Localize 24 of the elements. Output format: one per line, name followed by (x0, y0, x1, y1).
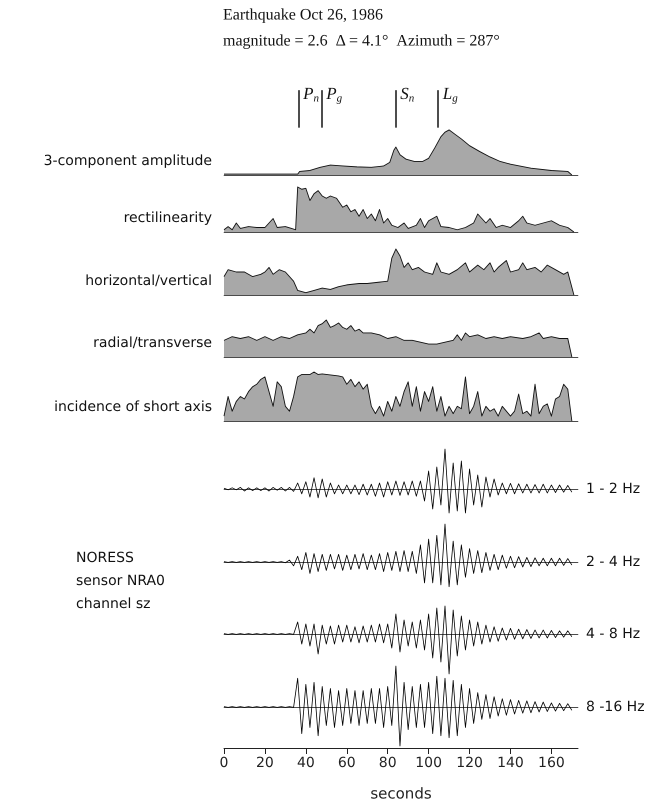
x-tick-label: 40 (296, 755, 315, 771)
x-tick-label: 20 (256, 755, 274, 771)
y-axis-title: rectilinearity (124, 210, 212, 226)
text: channel sz (76, 595, 152, 614)
x-tick-label: 140 (497, 755, 524, 771)
text: sensor NRA0 (76, 572, 165, 591)
x-tick-label: 0 (220, 755, 228, 771)
x-tick-label: 60 (338, 755, 356, 771)
y-axis-title: radial/transverse (93, 335, 212, 351)
text: 8 -16 Hz (586, 699, 645, 715)
text: 2 - 4 Hz (586, 554, 640, 570)
y-axis-title: incidence of short axis (54, 399, 212, 415)
text: NORESS (76, 549, 135, 568)
y-axis-title: horizontal/vertical (85, 273, 212, 289)
text: 4 - 8 Hz (586, 626, 640, 642)
x-tick-label: 80 (378, 755, 397, 771)
text: 1 - 2 Hz (586, 481, 640, 497)
y-axis-title: 3-component amplitude (44, 153, 212, 169)
x-tick-label: 160 (538, 755, 565, 771)
x-axis-title: seconds (370, 784, 432, 802)
x-tick-label: 120 (456, 755, 483, 771)
x-tick-label: 100 (415, 755, 442, 771)
chart-title: Earthquake Oct 26, 1986 (223, 6, 383, 24)
chart-subtitle: magnitude = 2.6 Δ = 4.1° Azimuth = 287° (223, 32, 500, 50)
